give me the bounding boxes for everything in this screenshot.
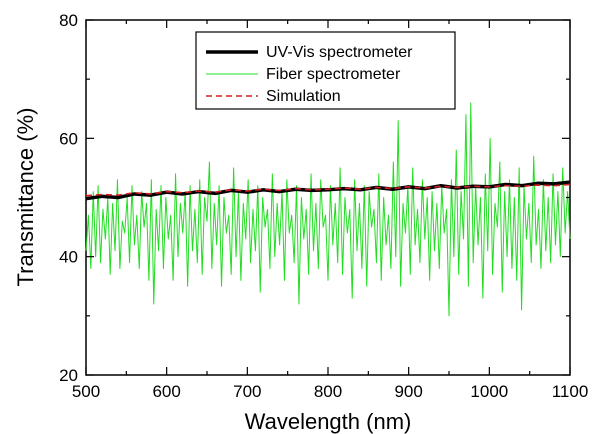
x-tick-label: 700 — [233, 382, 261, 401]
ticks-layer — [85, 19, 571, 376]
legend-label-fiber: Fiber spectrometer — [266, 66, 401, 83]
y-tick-label: 60 — [59, 129, 78, 148]
x-tick-label: 800 — [314, 382, 342, 401]
legend-label-simulation: Simulation — [266, 88, 341, 105]
tick-labels-layer: 500 600 700 800 900 1000 1100 20 40 60 80 — [59, 11, 588, 401]
x-tick-label: 1000 — [470, 382, 508, 401]
x-tick-label: 600 — [152, 382, 180, 401]
y-tick-label: 80 — [59, 11, 78, 30]
x-tick-label: 1100 — [552, 382, 589, 401]
x-axis-title: Wavelength (nm) — [245, 409, 412, 434]
legend: UV-Vis spectrometer Fiber spectrometer S… — [195, 31, 456, 110]
x-tick-label: 500 — [72, 382, 100, 401]
simulation-series-line — [85, 183, 571, 197]
y-tick-label: 20 — [59, 366, 78, 385]
x-tick-label: 900 — [394, 382, 422, 401]
legend-label-uv-vis: UV-Vis spectrometer — [266, 44, 413, 61]
y-tick-label: 40 — [59, 248, 78, 267]
series-layer — [85, 102, 571, 317]
y-axis-title: Transmittance (%) — [13, 108, 38, 287]
fiber-series-line — [85, 102, 571, 317]
